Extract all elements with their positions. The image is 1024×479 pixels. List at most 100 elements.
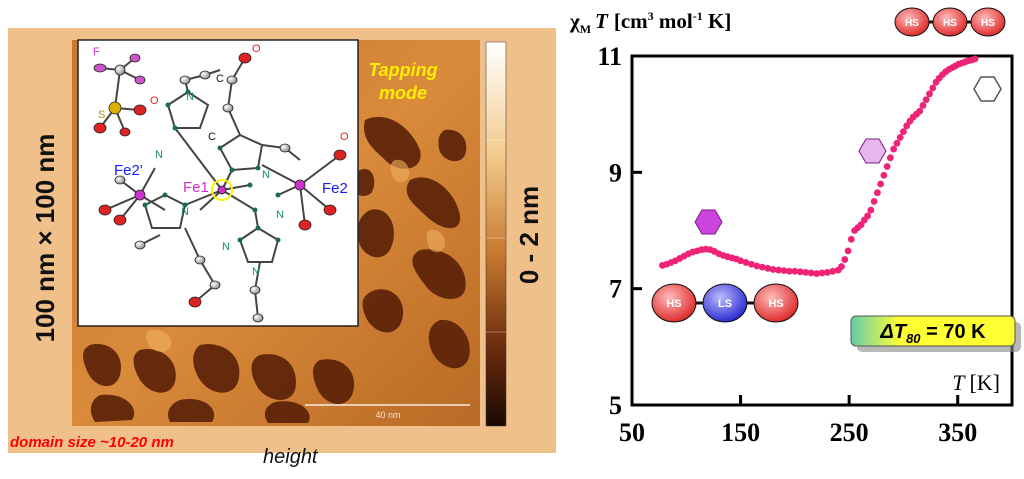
atom-label-C-mid: C — [208, 131, 216, 143]
data-point — [791, 267, 799, 275]
data-series — [659, 55, 979, 277]
x-axis-title: T [K] — [952, 370, 1000, 395]
data-point — [775, 266, 782, 274]
data-point — [900, 128, 907, 136]
annotation-text: ΔT80 = 70 K — [879, 321, 986, 346]
data-point — [737, 257, 744, 265]
data-point — [877, 180, 885, 188]
y-tick-label: 9 — [609, 158, 622, 187]
x-tick-label: 250 — [830, 418, 869, 447]
atom-label-Fe1: Fe1 — [183, 179, 209, 196]
domain-size-label: domain size ~10-20 nm — [10, 434, 174, 451]
data-point — [896, 134, 904, 141]
y-axis-title: χM T [cm3 mol-1 K] — [569, 9, 731, 36]
afm-panel: 40 nm 0 - 2 nm 100 nm × 100 nm Tapping m… — [8, 28, 556, 468]
chain-label-ls: LS — [718, 298, 732, 310]
y-tick-label: 7 — [609, 275, 622, 304]
annotation-delta: ΔT — [879, 321, 907, 343]
annotation-value: = 70 K — [921, 321, 987, 343]
data-point — [753, 262, 761, 270]
data-point — [864, 212, 871, 220]
data-point — [829, 267, 837, 275]
colorbar-label: 0 - 2 nm — [514, 186, 544, 284]
hs-hs-hs-chain-icon: HS HS HS — [894, 7, 1006, 37]
data-point — [883, 163, 891, 170]
ylabel-units-post: K] — [703, 9, 732, 33]
data-point — [818, 269, 826, 277]
data-point — [880, 171, 888, 179]
y-axis: 5 7 9 11 — [597, 42, 642, 420]
data-point — [824, 268, 831, 276]
height-label: height — [263, 446, 319, 468]
atom-label-N6: N — [276, 209, 284, 221]
ylabel-chi: χ — [569, 9, 580, 33]
scan-size-label: 100 nm × 100 nm — [30, 134, 60, 343]
hexagon-low-icon — [694, 209, 723, 235]
data-point — [796, 268, 804, 276]
tapping-mode-label-2: mode — [379, 83, 427, 103]
data-point — [764, 264, 772, 272]
data-point — [870, 198, 878, 205]
data-point — [807, 269, 815, 277]
colorbar — [485, 41, 507, 427]
x-tick-label: 50 — [619, 418, 645, 447]
y-tick-label: 11 — [597, 42, 622, 71]
atom-label-S: S — [98, 109, 105, 121]
atom-label-O-right: O — [340, 131, 349, 143]
data-point — [838, 263, 845, 270]
data-point — [780, 267, 788, 275]
scale-bar-label: 40 nm — [375, 410, 400, 420]
atom-label-N2: N — [155, 149, 163, 161]
data-point — [841, 256, 849, 263]
xlabel-T: T — [952, 370, 966, 395]
data-point — [890, 145, 898, 153]
data-point — [867, 206, 875, 214]
chain-label-hs-left: HS — [666, 298, 681, 310]
delta-t-annotation: ΔT80 = 70 K — [850, 315, 1021, 352]
data-point — [813, 270, 820, 277]
atom-label-N1: N — [186, 91, 194, 103]
atom-label-Fe2prime: Fe2' — [114, 162, 143, 179]
atom-label-F: F — [93, 46, 100, 58]
chain-label-hs-right: HS — [768, 298, 783, 310]
ylabel-subscript: M — [580, 22, 591, 36]
y-tick-label: 5 — [609, 391, 622, 420]
chain-top-label-1: HS — [905, 18, 919, 29]
hexagon-high-icon — [973, 76, 1002, 102]
data-point — [786, 267, 793, 275]
hexagon-mid-icon — [858, 138, 887, 164]
data-point — [758, 263, 766, 271]
atom-label-C-top: C — [216, 73, 224, 85]
molecule-structure-inset: F O C S O C O N N N N N N N Fe2' Fe1 Fe2 — [77, 39, 359, 327]
ylabel-T: T — [595, 9, 609, 33]
data-point — [873, 189, 881, 197]
hs-ls-hs-chain-icon: HS LS HS — [651, 283, 799, 323]
x-axis: 50 150 250 350 — [619, 395, 977, 447]
data-point — [971, 55, 979, 63]
data-point — [844, 247, 852, 255]
annotation-sub: 80 — [906, 331, 921, 346]
data-point — [916, 107, 924, 115]
ylabel-supm1: -1 — [693, 9, 703, 23]
x-tick-label: 150 — [721, 418, 760, 447]
data-point — [887, 154, 894, 162]
ylabel-mol: mol — [654, 9, 693, 33]
data-point — [919, 102, 927, 109]
chain-top-label-2: HS — [943, 18, 957, 29]
data-point — [893, 139, 901, 147]
atom-label-N4: N — [222, 241, 230, 253]
atom-label-N3: N — [181, 206, 189, 218]
data-point — [742, 259, 750, 266]
atom-label-N5: N — [252, 266, 260, 278]
ylabel-units-pre: [cm — [614, 9, 648, 33]
data-point — [922, 96, 930, 104]
data-point — [769, 266, 777, 273]
data-point — [847, 235, 855, 243]
ylabel-sup3: 3 — [648, 9, 654, 23]
plot-area — [630, 54, 1014, 407]
data-point — [802, 268, 810, 276]
atom-label-O-top: O — [252, 43, 261, 55]
atom-label-Fe2: Fe2 — [322, 180, 348, 197]
atom-label-N7: N — [262, 169, 270, 181]
